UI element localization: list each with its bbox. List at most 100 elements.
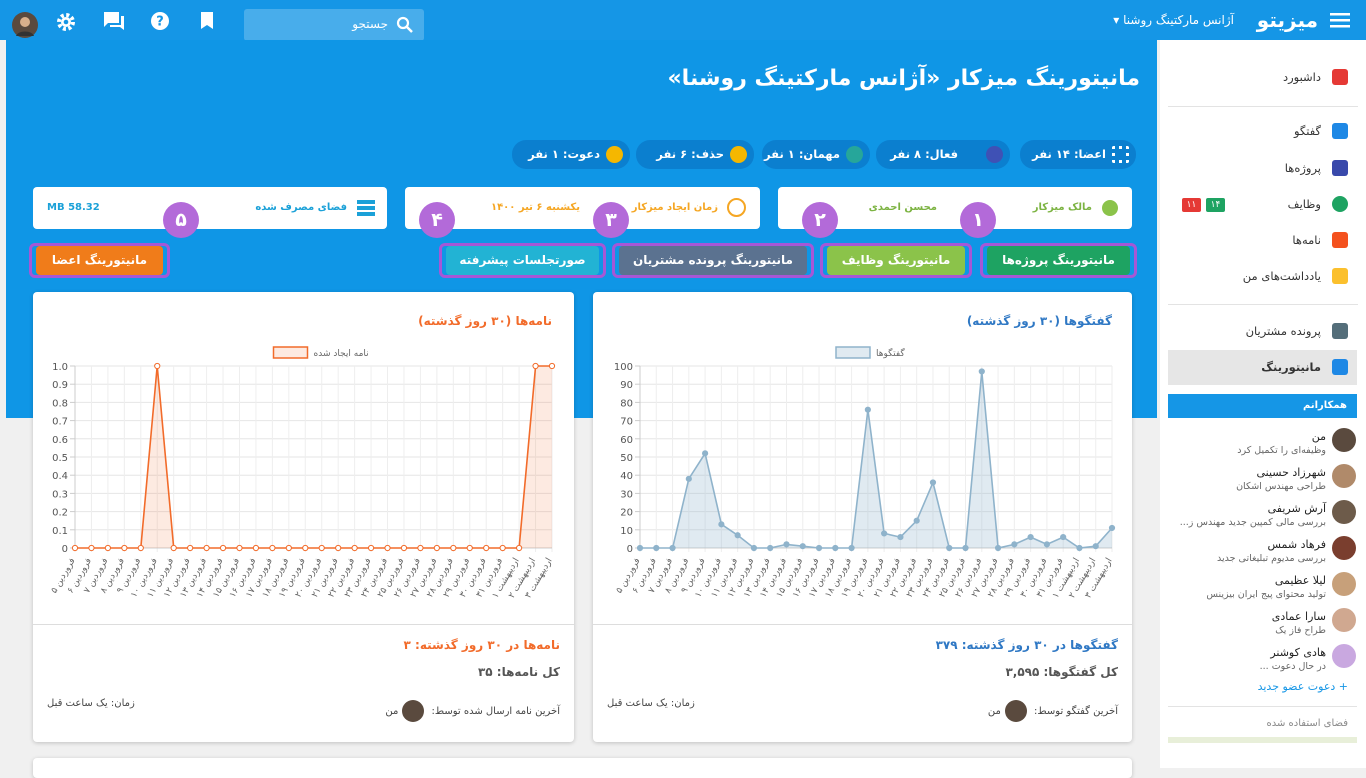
colleague-name: شهرزاد حسینی bbox=[1256, 466, 1326, 479]
chart-title: نامه‌ها (۳۰ روز گذشته) bbox=[418, 314, 552, 329]
menu-item[interactable]: وظایف bbox=[1287, 197, 1321, 211]
user-avatar[interactable] bbox=[12, 12, 38, 38]
storage-icon bbox=[357, 200, 375, 216]
invite-link[interactable]: + دعوت عضو جدید bbox=[1257, 680, 1348, 693]
y-tick-label: 20 bbox=[620, 508, 633, 519]
colleague-name: سارا عمادی bbox=[1271, 610, 1326, 623]
divider bbox=[1168, 304, 1358, 305]
help-icon[interactable]: ? bbox=[150, 11, 170, 31]
nav-button[interactable]: صورتجلسات پیشرفته bbox=[439, 243, 606, 278]
menu-item[interactable]: گفتگو bbox=[1293, 124, 1321, 138]
step-badge: ۴ bbox=[419, 202, 455, 238]
last-by: آخرین گفتگو توسط: bbox=[1034, 706, 1118, 717]
point bbox=[750, 544, 758, 552]
nav-button[interactable]: مانیتورینگ وظایف bbox=[820, 243, 972, 278]
point bbox=[104, 544, 111, 552]
user-name: من bbox=[987, 706, 1001, 717]
colleague[interactable]: فرهاد شمس بررسی مدیوم تبلیغاتی جدید bbox=[1171, 538, 1326, 564]
menu-item[interactable]: پرونده مشتریان bbox=[1245, 324, 1321, 338]
menu-item[interactable]: یادداشت‌های من bbox=[1242, 269, 1321, 283]
point bbox=[1027, 533, 1034, 541]
menu-icon bbox=[1332, 123, 1348, 139]
point bbox=[252, 544, 260, 552]
y-tick-label: 0.1 bbox=[52, 526, 68, 537]
menu-item[interactable]: مانیتورینگ bbox=[1261, 360, 1321, 374]
stat-chip: حذف: ۶ نفر bbox=[636, 140, 754, 169]
info-label: فضای مصرف شده bbox=[255, 202, 347, 213]
info-value: محسن احمدی bbox=[868, 202, 937, 213]
colleague[interactable]: سارا عمادی طراح فاز یک bbox=[1171, 610, 1326, 636]
colleague[interactable]: من وظیفه‌ای را تکمیل کرد bbox=[1171, 430, 1326, 456]
point bbox=[417, 544, 424, 552]
y-tick-label: 30 bbox=[620, 489, 633, 500]
y-tick-label: 0.9 bbox=[52, 380, 68, 391]
invite-text: دعوت عضو جدید bbox=[1257, 680, 1336, 693]
colleague[interactable]: شهرزاد حسینی طراحی مهندس اشکان bbox=[1171, 466, 1326, 492]
point bbox=[219, 544, 227, 552]
stat-text: مهمان: ۱ نفر bbox=[764, 147, 840, 161]
menu-icon bbox=[1332, 196, 1348, 212]
point bbox=[548, 362, 556, 370]
y-tick-label: 1.0 bbox=[52, 362, 68, 373]
y-tick-label: 0.6 bbox=[52, 435, 68, 446]
colleague-status: تولید محتوای پیج ایران بیزینس bbox=[1206, 589, 1326, 600]
colleague[interactable]: هادی کوشنر در حال دعوت ... bbox=[1171, 646, 1326, 672]
point bbox=[864, 406, 871, 413]
colleague-name: آرش شریفی bbox=[1267, 502, 1326, 515]
point bbox=[832, 544, 839, 552]
point bbox=[71, 544, 79, 552]
info-value: یکشنبه ۶ تیر ۱۴۰۰ bbox=[490, 202, 580, 213]
y-tick-label: 0 bbox=[627, 544, 633, 555]
last-activity: آخرین نامه ارسال شده توسط: من bbox=[385, 700, 560, 722]
menu-icon bbox=[1332, 160, 1348, 176]
search-icon bbox=[396, 16, 413, 33]
colleague[interactable]: لیلا عظیمی تولید محتوای پیج ایران بیزینس bbox=[1171, 574, 1326, 600]
point bbox=[946, 544, 953, 552]
point bbox=[121, 544, 128, 552]
time-ago: زمان: یک ساعت قبل bbox=[607, 698, 695, 709]
colleague[interactable]: آرش شریفی بررسی مالی کمپین جدید مهندس ز..… bbox=[1171, 502, 1326, 528]
stat-chip: مهمان: ۱ نفر bbox=[762, 140, 870, 169]
menu-item[interactable]: نامه‌ها bbox=[1292, 233, 1321, 247]
point bbox=[636, 544, 644, 552]
colleague-status: در حال دعوت ... bbox=[1259, 661, 1326, 672]
sidebar: داشبورد گفتگو پروژه‌ها وظایف ۱۴ ۱۱ نامه‌… bbox=[1160, 40, 1366, 768]
chart-card: گفتگوها (۳۰ روز گذشته) گفتگوها 0 10 20 30 40 50… bbox=[593, 292, 1132, 742]
workspace-selector[interactable]: آژانس مارکتینگ روشنا ▾ bbox=[1113, 13, 1234, 27]
menu-icon[interactable] bbox=[1330, 12, 1350, 28]
nav-button[interactable]: مانیتورینگ پرونده مشتریان bbox=[612, 243, 814, 278]
nav-button[interactable]: مانیتورینگ اعضا bbox=[29, 243, 170, 278]
point bbox=[702, 450, 709, 457]
menu-item[interactable]: پروژه‌ها bbox=[1284, 161, 1321, 175]
colleague-status: بررسی مدیوم تبلیغاتی جدید bbox=[1217, 553, 1326, 564]
settings-icon[interactable] bbox=[56, 12, 76, 32]
nav-button[interactable]: مانیتورینگ پروژه‌ها bbox=[980, 243, 1137, 278]
menu-item[interactable]: داشبورد bbox=[1282, 70, 1321, 84]
point bbox=[269, 544, 276, 552]
search-placeholder: جستجو bbox=[352, 17, 388, 31]
storage-bar bbox=[1168, 737, 1357, 743]
y-tick-label: 0 bbox=[62, 544, 68, 555]
point bbox=[962, 544, 969, 552]
stat-text: حذف: ۶ نفر bbox=[656, 147, 724, 161]
point bbox=[897, 533, 904, 541]
point bbox=[466, 544, 473, 552]
search-box[interactable]: جستجو bbox=[244, 9, 424, 41]
top-bar: میزیتو آژانس مارکتینگ روشنا ▾ جستجو ? bbox=[0, 0, 1366, 41]
point bbox=[203, 544, 210, 552]
point bbox=[483, 544, 490, 552]
point bbox=[815, 544, 823, 552]
point bbox=[1076, 544, 1083, 552]
chat-icon[interactable] bbox=[103, 11, 125, 31]
badge-count: ۱۱ bbox=[1182, 198, 1201, 212]
point bbox=[734, 532, 741, 539]
avatar bbox=[1332, 572, 1356, 596]
brand[interactable]: میزیتو bbox=[1256, 8, 1318, 32]
y-tick-label: 0.2 bbox=[52, 508, 68, 519]
y-tick-label: 0.3 bbox=[52, 489, 68, 500]
step-badge: ۳ bbox=[593, 202, 629, 238]
bookmark-icon[interactable] bbox=[199, 11, 215, 31]
chart-title: گفتگوها (۳۰ روز گذشته) bbox=[967, 314, 1112, 329]
point bbox=[848, 544, 855, 552]
